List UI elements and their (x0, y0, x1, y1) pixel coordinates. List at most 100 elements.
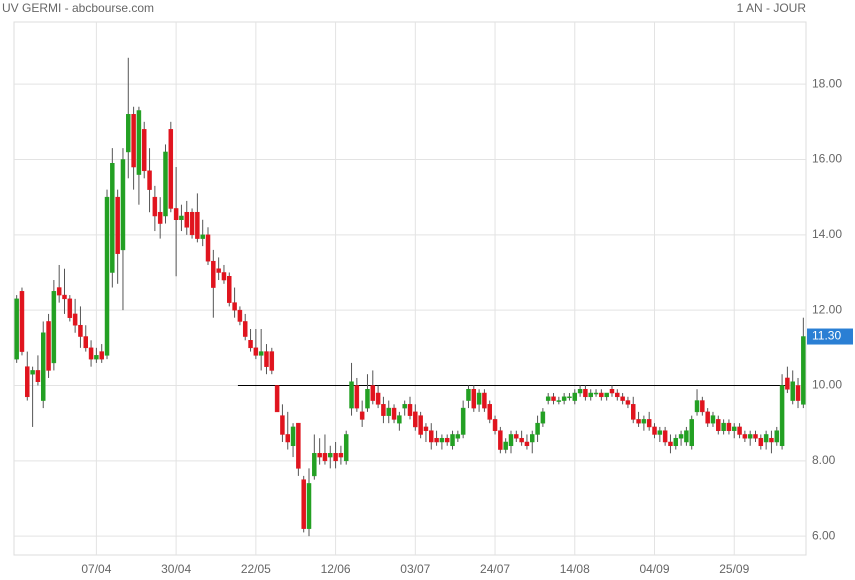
candle-body (317, 453, 322, 458)
candle-body (343, 434, 349, 462)
candle-body (678, 434, 684, 439)
x-tick-label: 25/09 (719, 562, 749, 576)
candle-body (285, 434, 290, 443)
x-tick-label: 14/08 (560, 562, 590, 576)
candle-body (227, 276, 232, 303)
candle-body (519, 437, 524, 443)
candle-body (14, 298, 19, 360)
candle-body (381, 404, 386, 416)
candle-body (482, 392, 487, 409)
candle-body (508, 434, 514, 447)
candle-body (232, 302, 237, 311)
candle-body (163, 151, 168, 217)
candle-body (391, 407, 397, 420)
candle-body (152, 196, 158, 217)
candle-body (540, 411, 546, 424)
candle-body (466, 389, 471, 401)
candle-body (99, 351, 104, 360)
last-price-label: 11.30 (812, 329, 841, 343)
candle-body (726, 422, 732, 431)
candle-body (731, 426, 737, 431)
candle-body (615, 392, 620, 398)
candle-body (51, 291, 57, 364)
x-tick-label: 24/07 (480, 562, 510, 576)
candle-body (716, 419, 721, 431)
candle-body (572, 392, 578, 401)
candle-body (450, 434, 455, 447)
y-tick-label: 18.00 (812, 76, 842, 90)
candle-body (742, 434, 748, 439)
candle-body (110, 163, 115, 273)
candle-body (407, 404, 413, 416)
candle-body (758, 437, 764, 447)
x-tick-label: 22/05 (241, 562, 271, 576)
candle-body (439, 437, 445, 443)
candle-body (359, 411, 365, 420)
candle-body (370, 385, 376, 401)
candle-body (684, 430, 689, 443)
candle-body (200, 234, 205, 239)
candle-body (668, 441, 673, 447)
candle-body (524, 441, 530, 447)
candle-body (652, 426, 657, 435)
candle-body (173, 208, 179, 221)
candle-body (179, 215, 184, 221)
candle-body (689, 419, 694, 447)
candle-body (721, 422, 726, 431)
candle-body (662, 430, 668, 443)
candle-body (599, 392, 604, 398)
candle-body (492, 419, 498, 431)
candle-body (248, 340, 253, 349)
candle-body (258, 351, 264, 356)
candle-body (72, 313, 78, 326)
candle-body (365, 389, 370, 409)
candle-body (694, 400, 700, 413)
candle-body (328, 453, 333, 458)
candle-body (269, 351, 275, 371)
candle-body (657, 430, 663, 435)
candle-body (195, 211, 200, 239)
candle-body (120, 159, 126, 251)
candle-body (25, 366, 30, 398)
candle-body (131, 114, 136, 168)
candle-body (338, 453, 344, 458)
candle-body (545, 396, 551, 401)
y-tick-label: 8.00 (812, 453, 836, 467)
candle-body (40, 332, 46, 401)
candle-body (471, 389, 477, 409)
candle-body (636, 419, 641, 424)
candle-body (609, 389, 615, 394)
candle-body (444, 437, 450, 443)
candle-body (625, 400, 631, 405)
candle-body (455, 434, 461, 439)
candle-body (157, 211, 163, 224)
candle-body (620, 396, 625, 401)
candle-body (221, 272, 227, 281)
candle-body (418, 415, 423, 435)
candle-body (646, 419, 652, 428)
period-label: 1 AN - JOUR (737, 1, 807, 15)
candle-body (126, 114, 131, 153)
candle-body (801, 336, 806, 405)
candle-body (136, 110, 142, 175)
candle-body (593, 392, 599, 395)
candle-body (301, 479, 306, 529)
candle-body (306, 483, 312, 529)
candle-body (104, 196, 110, 356)
candle-body (498, 430, 503, 450)
y-tick-label: 14.00 (812, 227, 842, 241)
candle-body (375, 392, 381, 405)
candle-body (19, 291, 25, 352)
y-tick-label: 10.00 (812, 378, 842, 392)
candle-body (710, 415, 716, 424)
candle-body (583, 389, 588, 398)
candle-body (577, 389, 583, 394)
candle-body (290, 426, 296, 447)
candle-body (556, 400, 562, 402)
candle-body (78, 324, 83, 337)
candle-body (216, 268, 221, 273)
candle-body (434, 437, 439, 443)
candle-body (237, 309, 243, 322)
candle-body (487, 404, 492, 420)
candle-body (354, 385, 360, 409)
